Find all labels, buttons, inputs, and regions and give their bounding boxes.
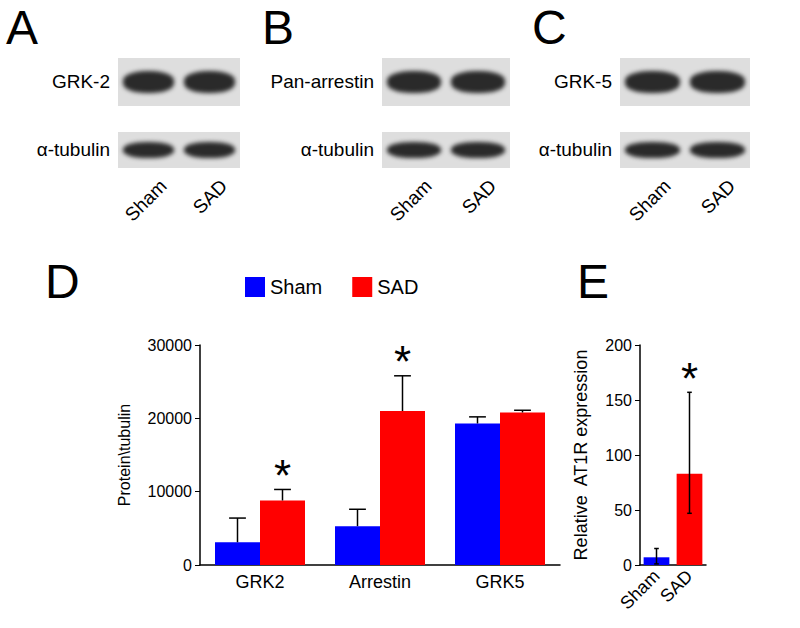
svg-text:GRK5: GRK5: [475, 572, 524, 592]
svg-text:Arrestin: Arrestin: [349, 572, 411, 592]
svg-text:100: 100: [605, 447, 632, 464]
html-text:GRK-2: GRK-2: [51, 71, 110, 92]
html-text:Sham: Sham: [386, 175, 437, 226]
svg-text:Sham: Sham: [616, 566, 663, 613]
html-text:Sham: Sham: [624, 175, 675, 226]
svg-text:SAD: SAD: [656, 566, 696, 606]
html-text:SAD: SAD: [189, 175, 232, 218]
svg-text:*: *: [394, 337, 411, 386]
html-text:GRK-5: GRK-5: [553, 71, 612, 92]
svg-text:0: 0: [183, 557, 192, 574]
svg-text:10000: 10000: [148, 483, 193, 500]
html-text:α-tubulin: α-tubulin: [538, 139, 612, 160]
html-text:SAD: SAD: [457, 175, 501, 218]
html-text:α-tubulin: α-tubulin: [300, 139, 374, 160]
html-text:SAD: SAD: [697, 175, 740, 218]
svg-text:SAD: SAD: [377, 276, 418, 298]
svg-text:GRK2: GRK2: [235, 572, 284, 592]
svg-text:*: *: [274, 451, 291, 500]
svg-text:200: 200: [605, 337, 632, 354]
svg-text:Sham: Sham: [270, 276, 322, 298]
html-text:A: A: [6, 1, 38, 54]
svg-text:20000: 20000: [148, 410, 193, 427]
svg-text:0: 0: [623, 557, 632, 574]
svg-text:50: 50: [614, 502, 632, 519]
svg-text:Relative AT1R expression: Relative AT1R expression: [571, 350, 591, 561]
svg-text:E: E: [577, 255, 609, 308]
svg-text:*: *: [681, 354, 698, 403]
html-text:Sham: Sham: [120, 175, 171, 226]
svg-text:D: D: [45, 255, 80, 308]
svg-text:150: 150: [605, 392, 632, 409]
html-text:B: B: [262, 1, 294, 54]
svg-text:30000: 30000: [148, 337, 193, 354]
html-text:Pan-arrestin: Pan-arrestin: [270, 71, 374, 92]
html-text:C: C: [532, 1, 567, 54]
html-text:α-tubulin: α-tubulin: [36, 139, 110, 160]
svg-text:Protein\tubulin: Protein\tubulin: [116, 404, 133, 506]
